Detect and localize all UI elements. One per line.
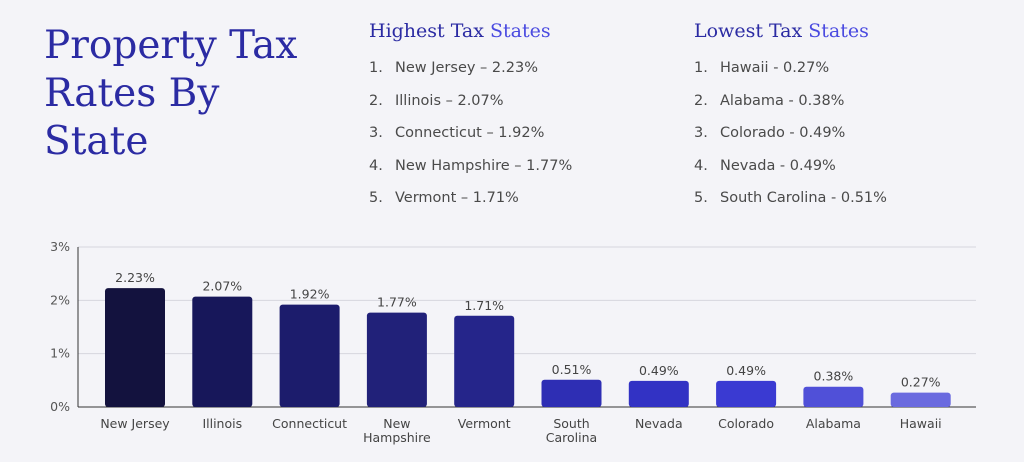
x-category-label: Alabama	[806, 416, 861, 431]
list-item-number: 5.	[369, 190, 383, 206]
bar-value-label: 2.07%	[202, 279, 242, 294]
x-category-label-line: Alabama	[806, 416, 861, 431]
highest-heading-accent: States	[490, 20, 551, 42]
bar	[628, 380, 689, 407]
list-item-text: Colorado - 0.49%	[720, 125, 846, 141]
list-item: 5. Vermont – 1.71%	[369, 182, 572, 215]
list-item: 5. South Carolina - 0.51%	[694, 182, 887, 215]
x-category-label-line: Illinois	[202, 416, 242, 431]
list-item-text: South Carolina - 0.51%	[720, 190, 887, 206]
list-item-number: 3.	[694, 125, 708, 141]
list-item-text: Alabama - 0.38%	[720, 92, 845, 109]
list-item-number: 3.	[369, 125, 383, 141]
x-category-label-line: Hawaii	[900, 416, 942, 431]
title-line-3: State	[44, 119, 149, 164]
lowest-tax-heading: Lowest Tax States	[694, 20, 887, 42]
x-category-label-line: Hampshire	[363, 430, 431, 445]
bar-value-label: 1.77%	[377, 295, 417, 310]
x-category-label-line: New	[383, 416, 410, 431]
bar	[716, 380, 777, 407]
bar-value-label: 2.23%	[115, 270, 155, 285]
list-item-number: 1.	[369, 60, 383, 76]
lowest-tax-list-block: Lowest Tax States 1. Hawaii - 0.27% 2. Ala…	[694, 20, 887, 215]
list-item-text: Vermont – 1.71%	[395, 190, 519, 206]
x-category-label: Hawaii	[900, 416, 942, 431]
list-item-number: 2.	[694, 92, 708, 109]
bar	[366, 312, 427, 407]
lowest-heading-accent: States	[808, 20, 869, 42]
x-category-label: Colorado	[718, 416, 774, 431]
bar	[803, 386, 864, 407]
list-item-number: 2.	[369, 92, 383, 109]
list-item: 4. New Hampshire – 1.77%	[369, 150, 572, 183]
bar	[279, 304, 340, 407]
page-title: Property Tax Rates By State	[44, 22, 297, 166]
title-line-1: Property Tax	[44, 23, 298, 68]
list-item: 1. New Jersey – 2.23%	[369, 52, 572, 85]
list-item: 4. Nevada - 0.49%	[694, 150, 887, 183]
list-item: 2. Illinois – 2.07%	[369, 85, 572, 118]
list-item: 1. Hawaii - 0.27%	[694, 52, 887, 85]
bar-value-label: 0.49%	[726, 363, 766, 378]
list-item-text: New Jersey – 2.23%	[395, 60, 538, 76]
y-tick-label: 2%	[50, 292, 70, 307]
lowest-heading-main: Lowest Tax	[694, 20, 803, 42]
x-category-label: Vermont	[458, 416, 511, 431]
list-item-number: 5.	[694, 190, 708, 206]
bar-value-label: 0.49%	[639, 363, 679, 378]
bar	[105, 288, 165, 407]
y-tick-label: 1%	[50, 346, 70, 361]
list-item: 2. Alabama - 0.38%	[694, 85, 887, 118]
list-item-number: 1.	[694, 60, 708, 76]
list-item-text: Illinois – 2.07%	[395, 92, 504, 109]
list-item-text: Nevada - 0.49%	[720, 157, 836, 174]
list-item-number: 4.	[694, 157, 708, 174]
x-category-label-line: Colorado	[718, 416, 774, 431]
highest-heading-main: Highest Tax	[369, 20, 484, 42]
bar	[890, 392, 951, 407]
bar-value-label: 1.92%	[290, 287, 330, 302]
x-category-label-line: Connecticut	[272, 416, 347, 431]
list-item: 3. Connecticut – 1.92%	[369, 117, 572, 150]
y-tick-label: 0%	[50, 399, 70, 414]
x-category-label: New Hampshire	[363, 416, 431, 445]
list-item-text: Hawaii - 0.27%	[720, 60, 830, 76]
bar-value-label: 0.38%	[814, 369, 854, 384]
x-category-label: Illinois	[202, 416, 242, 431]
highest-tax-list: 1. New Jersey – 2.23% 2. Illinois – 2.07% …	[369, 52, 572, 215]
list-item: 3. Colorado - 0.49%	[694, 117, 887, 150]
x-category-label-line: Vermont	[458, 416, 511, 431]
bar	[541, 379, 602, 407]
x-category-label-line: New Jersey	[100, 416, 170, 431]
bar	[192, 296, 253, 407]
bar-value-label: 0.51%	[552, 362, 592, 377]
list-item-text: New Hampshire – 1.77%	[395, 157, 573, 174]
x-category-label: South Carolina	[546, 416, 597, 445]
bar-value-label: 0.27%	[901, 375, 941, 390]
bar-value-label: 1.71%	[464, 298, 504, 313]
highest-tax-list-block: Highest Tax States 1. New Jersey – 2.23% …	[369, 20, 572, 215]
x-category-label: Nevada	[635, 416, 683, 431]
list-item-number: 4.	[369, 157, 383, 174]
list-item-text: Connecticut – 1.92%	[395, 125, 545, 141]
y-tick-label: 3%	[50, 239, 70, 254]
x-category-label-line: South	[553, 416, 589, 431]
highest-tax-heading: Highest Tax States	[369, 20, 572, 42]
x-category-label-line: Carolina	[546, 430, 597, 445]
title-line-2: Rates By	[44, 71, 220, 116]
lowest-tax-list: 1. Hawaii - 0.27% 2. Alabama - 0.38% 3. Col…	[694, 52, 887, 215]
x-category-label: New Jersey	[100, 416, 170, 431]
x-category-label: Connecticut	[272, 416, 347, 431]
x-category-label-line: Nevada	[635, 416, 683, 431]
bar	[454, 315, 515, 407]
